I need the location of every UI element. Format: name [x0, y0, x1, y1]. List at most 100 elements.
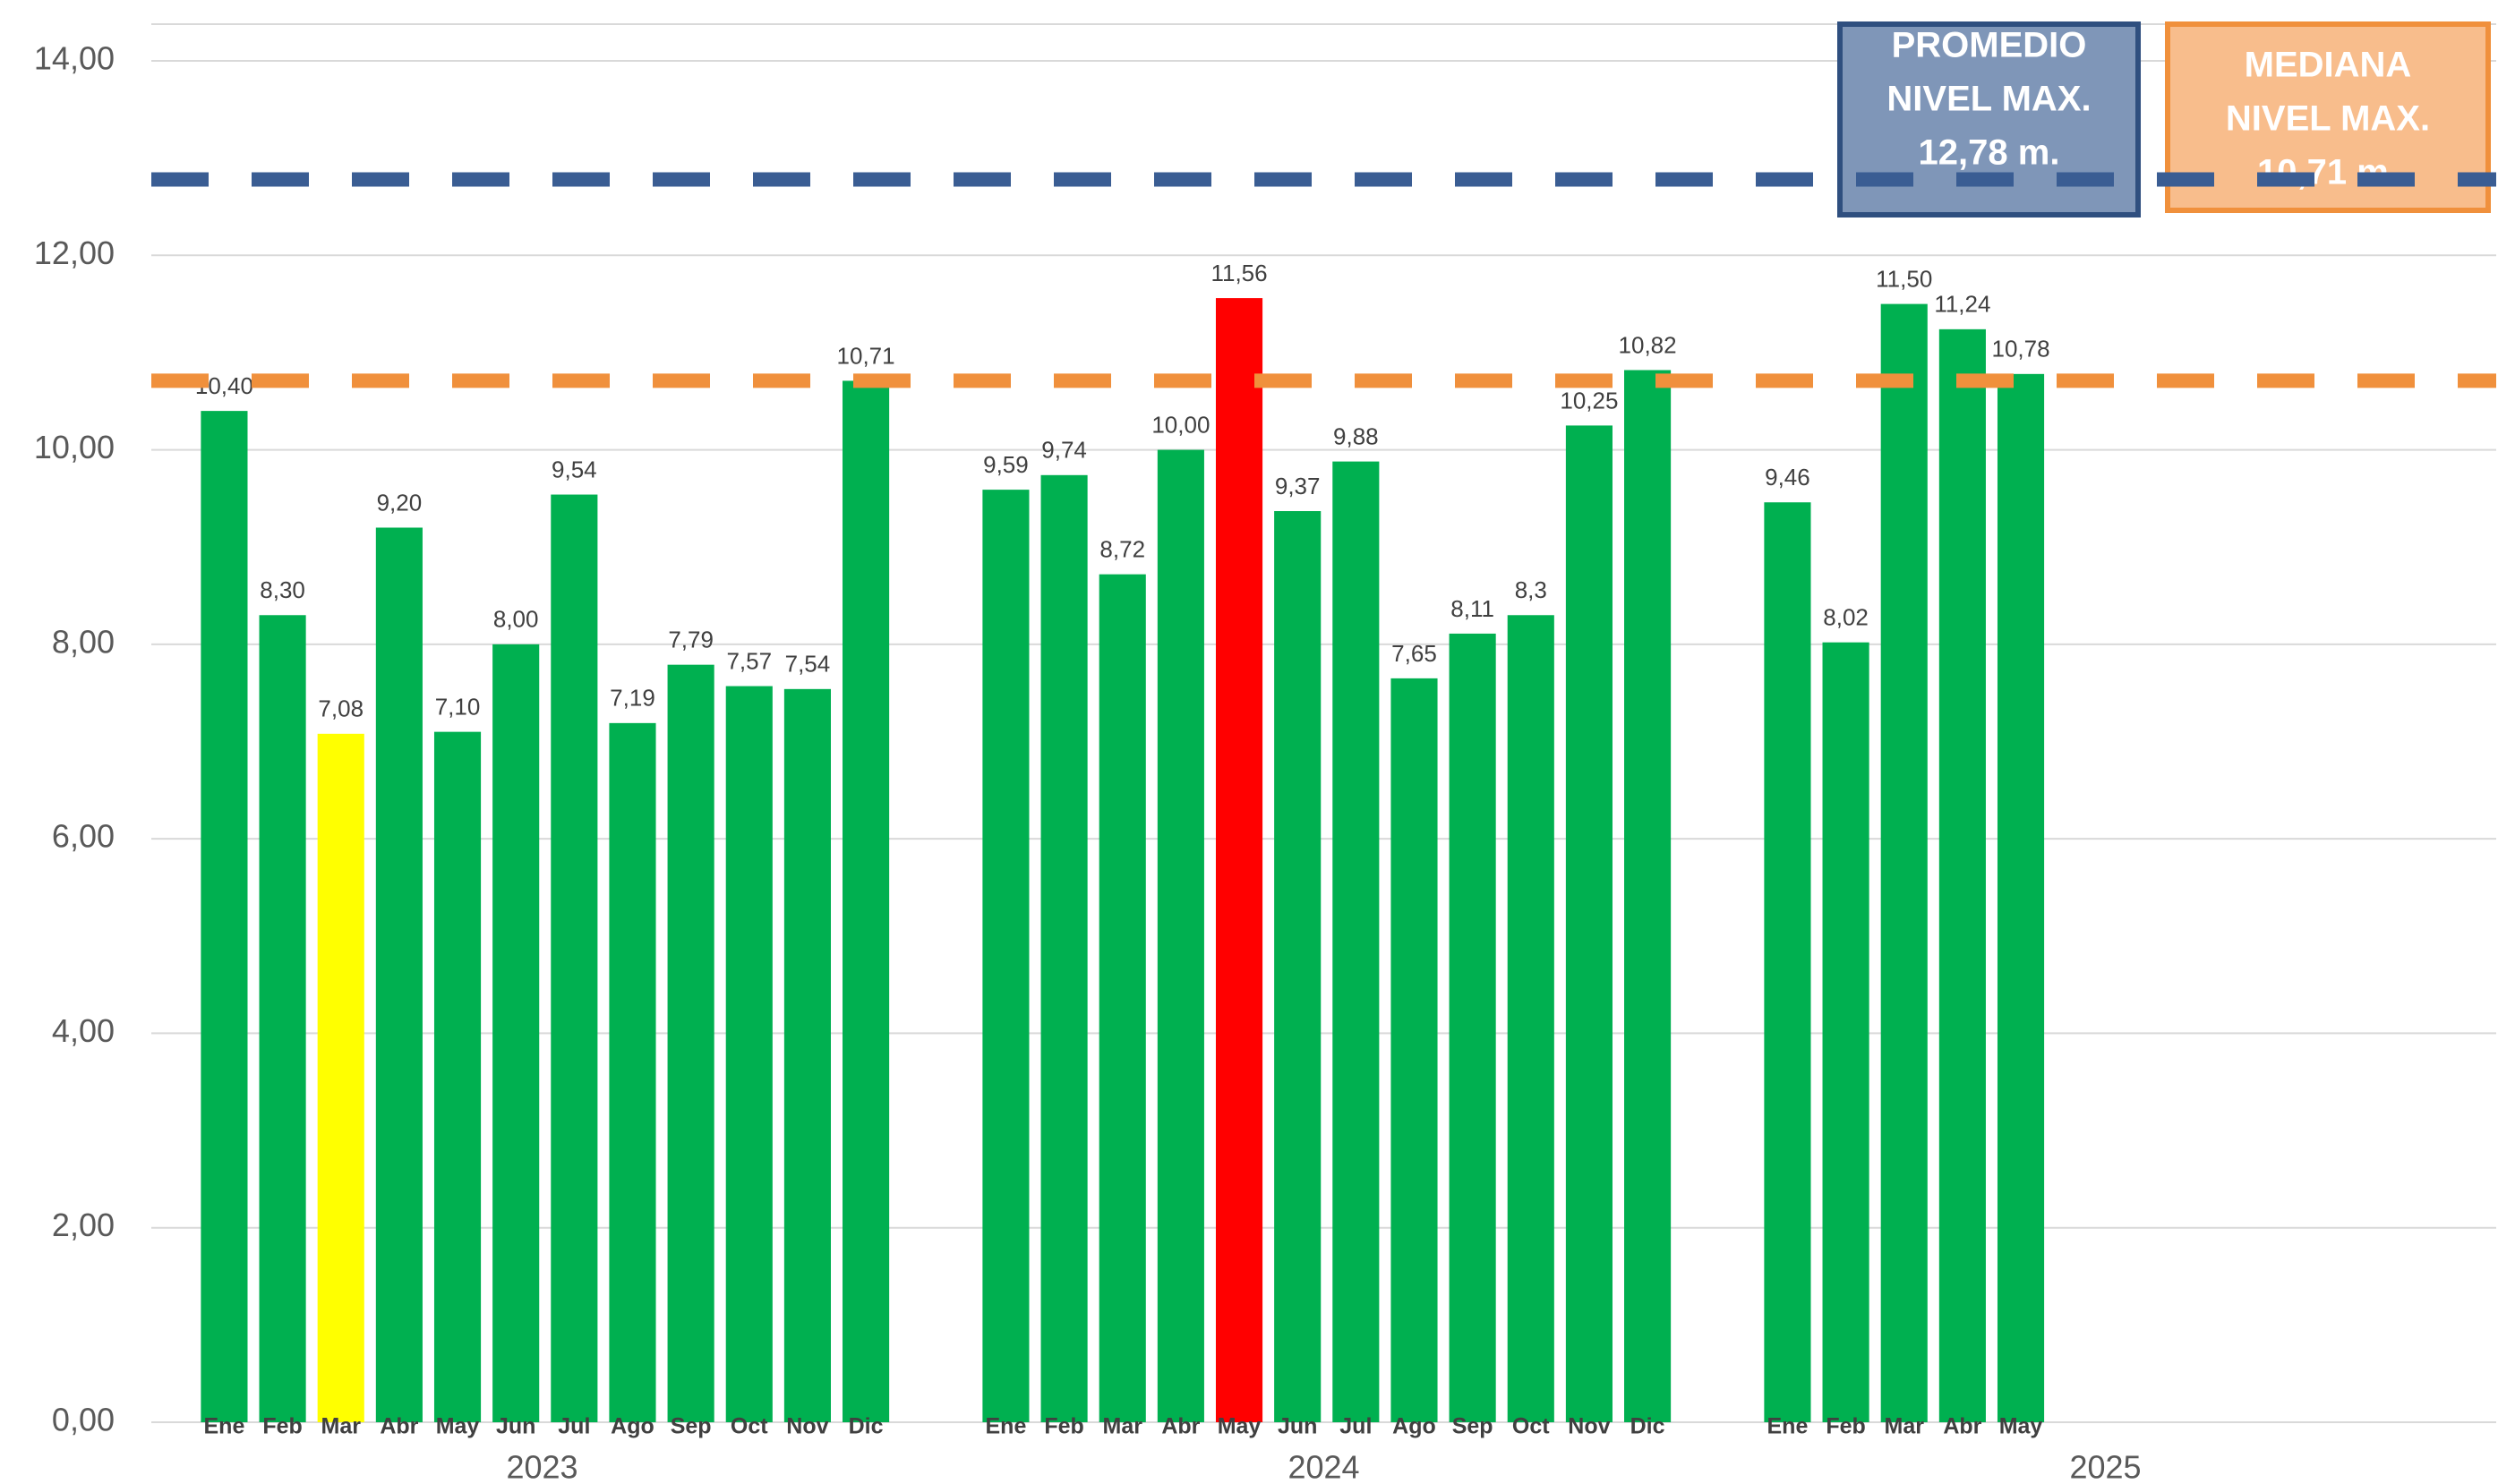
reference-label: 12,78 m. [1919, 133, 2060, 173]
data-label: 9,88 [1333, 422, 1379, 449]
x-tick-label: Dic [849, 1414, 884, 1439]
bar [1332, 461, 1380, 1422]
bar [1157, 449, 1204, 1423]
x-tick-label: Feb [1826, 1414, 1865, 1439]
x-tick-label: Jul [1339, 1414, 1372, 1439]
data-label: 10,82 [1619, 331, 1677, 358]
data-label: 7,79 [668, 627, 714, 653]
x-tick-label: Jun [496, 1414, 535, 1439]
data-label: 8,72 [1099, 536, 1145, 563]
x-tick-label: Abr [1943, 1414, 1981, 1439]
bar [1624, 370, 1672, 1423]
data-label: 7,08 [318, 695, 364, 722]
x-tick-label: Dic [1630, 1414, 1665, 1439]
reference-label: PROMEDIO [1892, 26, 2087, 65]
data-label: 9,46 [1765, 464, 1810, 490]
data-label: 11,24 [1934, 291, 1990, 318]
year-label: 2025 [2069, 1449, 2141, 1484]
bar [1997, 373, 2045, 1423]
bar [1040, 474, 1088, 1422]
bar [1449, 633, 1496, 1422]
data-label: 7,54 [785, 651, 831, 678]
bar [492, 644, 540, 1422]
bar [1099, 574, 1146, 1422]
y-tick-label: 10,00 [34, 429, 115, 465]
bar [667, 664, 714, 1422]
x-tick-label: Mar [321, 1414, 362, 1439]
data-label: 8,02 [1823, 604, 1869, 631]
bar [1507, 615, 1554, 1422]
reference-label: NIVEL MAX. [1886, 80, 2091, 119]
y-tick-label: 14,00 [34, 40, 115, 77]
reference-box [2165, 21, 2491, 213]
data-label: 8,30 [260, 576, 305, 603]
x-tick-label: Oct [731, 1414, 768, 1439]
bar [843, 380, 890, 1422]
data-label: 10,25 [1560, 387, 1618, 414]
data-label: 8,11 [1450, 595, 1494, 622]
data-label: 9,74 [1041, 437, 1087, 464]
data-label: 10,00 [1151, 411, 1210, 438]
x-tick-label: Nov [786, 1414, 828, 1439]
data-label: 11,56 [1211, 260, 1267, 286]
data-label: 9,54 [552, 456, 597, 482]
data-label: 11,50 [1876, 265, 1932, 292]
x-tick-label: Ene [986, 1414, 1027, 1439]
x-tick-label: Ene [204, 1414, 245, 1439]
bar [433, 731, 482, 1422]
data-label: 9,37 [1275, 473, 1321, 499]
bar [982, 490, 1030, 1422]
x-tick-label: Ene [1767, 1414, 1809, 1439]
x-tick-label: Feb [262, 1414, 302, 1439]
x-tick-label: May [1999, 1414, 2043, 1439]
x-tick-label: Feb [1044, 1414, 1083, 1439]
bar [609, 722, 656, 1422]
bar [375, 527, 423, 1422]
data-label: 7,57 [726, 647, 772, 674]
x-tick-label: Ago [611, 1414, 654, 1439]
data-label: 7,19 [610, 685, 655, 712]
x-tick-label: Ago [1392, 1414, 1436, 1439]
reference-label: NIVEL MAX. [2226, 99, 2430, 139]
y-tick-label: 0,00 [52, 1402, 115, 1438]
bar [201, 411, 248, 1423]
bar [783, 688, 831, 1422]
bar [1938, 328, 1986, 1423]
y-tick-label: 8,00 [52, 623, 115, 660]
data-label: 10,78 [1991, 336, 2049, 362]
bar [1822, 642, 1869, 1422]
bar [551, 494, 598, 1422]
y-tick-label: 2,00 [52, 1207, 115, 1243]
data-label: 8,00 [493, 606, 539, 633]
data-label: 7,10 [435, 694, 481, 721]
data-label: 9,20 [377, 489, 423, 516]
x-tick-label: May [1218, 1414, 1262, 1439]
bar [317, 733, 364, 1422]
bar [1274, 511, 1322, 1422]
bar [725, 686, 773, 1422]
bar [1880, 303, 1928, 1422]
y-tick-label: 6,00 [52, 818, 115, 855]
data-label: 10,71 [837, 342, 895, 369]
x-tick-label: Abr [380, 1414, 418, 1439]
y-tick-label: 4,00 [52, 1012, 115, 1049]
x-tick-label: Mar [1885, 1414, 1925, 1439]
year-label: 2023 [506, 1449, 577, 1484]
x-tick-label: Jun [1278, 1414, 1317, 1439]
data-label: 8,3 [1515, 576, 1547, 603]
bar [1764, 502, 1811, 1423]
x-tick-label: Jul [558, 1414, 590, 1439]
bar [1215, 298, 1263, 1422]
data-label: 7,65 [1391, 640, 1437, 667]
x-tick-label: Nov [1568, 1414, 1610, 1439]
x-tick-label: Abr [1161, 1414, 1200, 1439]
bar [1565, 425, 1613, 1423]
x-tick-label: Sep [671, 1414, 712, 1439]
x-tick-label: Oct [1512, 1414, 1550, 1439]
data-label: 9,59 [983, 451, 1029, 478]
y-tick-label: 12,00 [34, 235, 115, 271]
x-tick-label: Mar [1103, 1414, 1143, 1439]
bar [259, 615, 306, 1422]
reference-label: MEDIANA [2245, 46, 2412, 85]
